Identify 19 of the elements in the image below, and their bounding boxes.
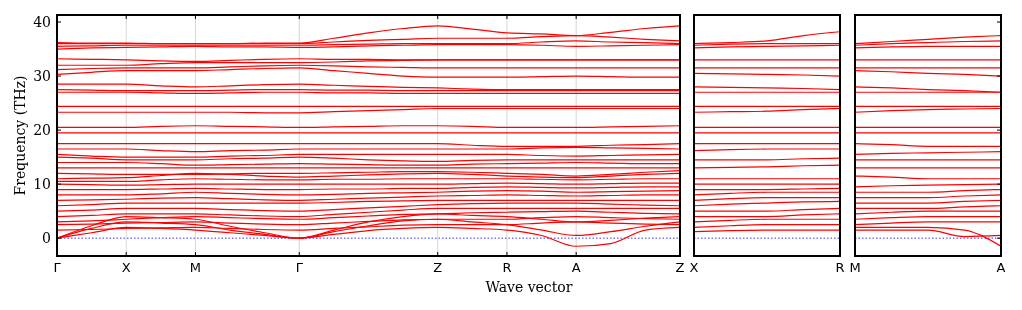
x-tick-label: R xyxy=(502,260,512,275)
x-tick-label: M xyxy=(849,260,861,275)
x-tick-label: A xyxy=(571,260,581,275)
x-tick-label: Z xyxy=(433,260,443,275)
y-axis-title: Frequency (THz) xyxy=(12,75,28,196)
x-tick-label: X xyxy=(689,260,699,275)
x-tick-label: A xyxy=(996,260,1006,275)
y-tick-label: 20 xyxy=(33,122,51,138)
x-tick-label: R xyxy=(835,260,845,275)
x-axis-title: Wave vector xyxy=(485,279,573,295)
y-tick-label: 30 xyxy=(33,67,51,84)
x-tick-label: Γ xyxy=(295,260,304,275)
y-tick-label: 40 xyxy=(33,13,51,30)
x-tick-label: X xyxy=(121,260,131,275)
x-tick-label: M xyxy=(189,260,202,275)
x-tick-label: Γ xyxy=(53,260,62,275)
x-tick-label: Z xyxy=(675,260,685,275)
y-tick-label: 0 xyxy=(42,230,51,247)
y-tick-label: 10 xyxy=(33,176,51,193)
